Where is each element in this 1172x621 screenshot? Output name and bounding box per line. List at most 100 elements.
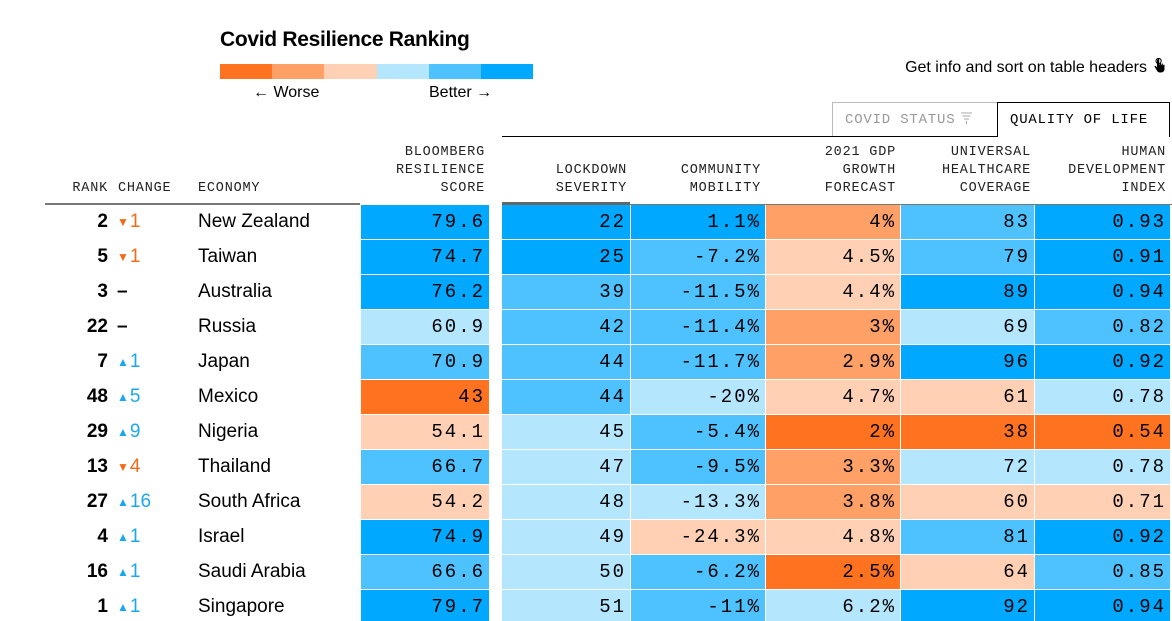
legend-swatch — [272, 64, 325, 79]
rank-change-value: 1 — [129, 596, 141, 617]
table-row[interactable]: 7 ▲ 1 Japan 70.9 44 -11.7% 2.9% 96 0.92 — [0, 345, 1172, 380]
cell-score: 54.2 — [361, 485, 489, 519]
cell-score: 66.6 — [361, 555, 489, 589]
tab-quality-of-life[interactable]: QUALITY OF LIFE — [997, 102, 1170, 137]
rank-change: ▼ 4 — [117, 456, 140, 478]
rank-value: 48 — [86, 386, 108, 407]
cell-human-development: 0.82 — [1035, 310, 1170, 344]
cell-score: 74.7 — [361, 240, 489, 274]
table-row[interactable]: 29 ▲ 9 Nigeria 54.1 45 -5.4% 2% 38 0.54 — [0, 415, 1172, 450]
rank-value: 4 — [97, 526, 108, 547]
cell-score: 54.1 — [361, 415, 489, 449]
cell-gdp-forecast: 2% — [766, 415, 900, 449]
chart-title: Covid Resilience Ranking — [220, 28, 470, 51]
table-row[interactable]: 3– Australia 76.2 39 -11.5% 4.4% 89 0.94 — [0, 275, 1172, 310]
cell-human-development: 0.71 — [1035, 485, 1170, 519]
cell-healthcare-coverage: 96 — [901, 345, 1034, 379]
table-row[interactable]: 4 ▲ 1 Israel 74.9 49 -24.3% 4.8% 81 0.92 — [0, 520, 1172, 555]
cell-healthcare-coverage: 81 — [901, 520, 1034, 554]
cell-community-mobility: -11.4% — [631, 310, 765, 344]
header-economy[interactable]: ECONOMY — [198, 181, 261, 196]
header-line: HUMAN — [1121, 145, 1166, 160]
cell-gdp-forecast: 2.5% — [766, 555, 900, 589]
rank-change: ▲ 1 — [117, 351, 140, 373]
header-line: LOCKDOWN — [555, 163, 627, 178]
cell-community-mobility: -5.4% — [631, 415, 765, 449]
cell-lockdown-severity: 50 — [502, 555, 630, 589]
rank-change: ▼ 1 — [117, 246, 140, 268]
cell-human-development: 0.92 — [1035, 345, 1170, 379]
cell-community-mobility: 1.1% — [631, 205, 765, 239]
header-human-development[interactable]: HUMAN DEVELOPMENT INDEX — [1035, 144, 1166, 198]
header-community-mobility[interactable]: COMMUNITY MOBILITY — [631, 162, 761, 198]
color-scale-legend — [220, 64, 534, 79]
header-line: SEVERITY — [555, 181, 627, 196]
cell-score: 74.9 — [361, 520, 489, 554]
header-healthcare-coverage[interactable]: UNIVERSAL HEALTHCARE COVERAGE — [901, 144, 1031, 198]
header-gdp-forecast[interactable]: 2021 GDP GROWTH FORECAST — [766, 144, 896, 198]
header-change[interactable]: CHANGE — [118, 181, 172, 196]
table-row[interactable]: 16 ▲ 1 Saudi Arabia 66.6 50 -6.2% 2.5% 64 0.85 — [0, 555, 1172, 590]
legend-swatch — [480, 64, 534, 79]
economy-name: South Africa — [198, 491, 301, 512]
cell-gdp-forecast: 4.7% — [766, 380, 900, 414]
header-line: DEVELOPMENT — [1068, 163, 1166, 178]
cell-score: 66.7 — [361, 450, 489, 484]
header-line: SCORE — [440, 181, 485, 196]
table-row[interactable]: 2 ▼ 1 New Zealand 79.6 22 1.1% 4% 83 0.93 — [0, 205, 1172, 240]
tab-covid-status[interactable]: COVID STATUS — [832, 102, 997, 137]
legend-swatch — [376, 64, 429, 79]
table-row[interactable]: 27 ▲ 16 South Africa 54.2 48 -13.3% 3.8% 60 0.71 — [0, 485, 1172, 520]
table-row[interactable]: 1 ▲ 1 Singapore 79.7 51 -11% 6.2% 92 0.94 — [0, 590, 1172, 621]
table-row[interactable]: 5 ▼ 1 Taiwan 74.7 25 -7.2% 4.5% 79 0.91 — [0, 240, 1172, 275]
header-line: MOBILITY — [689, 181, 761, 196]
cell-lockdown-severity: 44 — [502, 380, 630, 414]
table-row[interactable]: 22– Russia 60.9 42 -11.4% 3% 69 0.82 — [0, 310, 1172, 345]
rank-value: 1 — [97, 596, 108, 617]
rank-change: – — [117, 316, 128, 338]
sorted-column-indicator — [502, 202, 630, 205]
cell-score: 79.6 — [361, 205, 489, 239]
cell-gdp-forecast: 4% — [766, 205, 900, 239]
header-line: RESILIENCE — [395, 163, 485, 178]
cell-human-development: 0.54 — [1035, 415, 1170, 449]
cell-healthcare-coverage: 38 — [901, 415, 1034, 449]
header-underline — [45, 203, 360, 205]
rank-value: 27 — [86, 491, 108, 512]
cell-healthcare-coverage: 64 — [901, 555, 1034, 589]
table-row[interactable]: 13 ▼ 4 Thailand 66.7 47 -9.5% 3.3% 72 0.78 — [0, 450, 1172, 485]
rank-change-value: 4 — [129, 456, 141, 477]
triangle-up-icon: ▲ — [117, 425, 129, 439]
header-score[interactable]: BLOOMBERG RESILIENCE SCORE — [360, 144, 485, 198]
rank-change: ▲ 1 — [117, 526, 140, 548]
filter-icon — [961, 112, 973, 129]
header-line: HEALTHCARE — [941, 163, 1031, 178]
cell-community-mobility: -9.5% — [631, 450, 765, 484]
cell-lockdown-severity: 44 — [502, 345, 630, 379]
economy-name: Saudi Arabia — [198, 561, 306, 582]
cell-community-mobility: -20% — [631, 380, 765, 414]
cell-lockdown-severity: 47 — [502, 450, 630, 484]
header-lockdown-severity[interactable]: LOCKDOWN SEVERITY — [502, 162, 627, 198]
triangle-up-icon: ▲ — [117, 600, 129, 614]
rank-change-value: 1 — [129, 351, 141, 372]
table-row[interactable]: 48 ▲ 5 Mexico 43 44 -20% 4.7% 61 0.78 — [0, 380, 1172, 415]
tab-divider — [502, 136, 997, 137]
header-rank[interactable]: RANK — [72, 181, 108, 196]
header-line: FORECAST — [824, 181, 896, 196]
header-line: UNIVERSAL — [950, 145, 1031, 160]
economy-name: New Zealand — [198, 211, 310, 232]
triangle-up-icon: ▲ — [117, 390, 129, 404]
legend-better-label: Better → — [429, 84, 493, 101]
cell-score: 43 — [361, 380, 489, 414]
rank-change: ▲ 16 — [117, 491, 151, 513]
triangle-down-icon: ▼ — [117, 460, 129, 474]
cell-human-development: 0.78 — [1035, 450, 1170, 484]
triangle-up-icon: ▲ — [117, 355, 129, 369]
sort-hint: Get info and sort on table headers — [905, 57, 1166, 78]
cell-gdp-forecast: 2.9% — [766, 345, 900, 379]
rank-value: 2 — [97, 211, 108, 232]
cell-human-development: 0.91 — [1035, 240, 1170, 274]
triangle-up-icon: ▲ — [117, 565, 129, 579]
economy-name: Russia — [198, 316, 257, 337]
